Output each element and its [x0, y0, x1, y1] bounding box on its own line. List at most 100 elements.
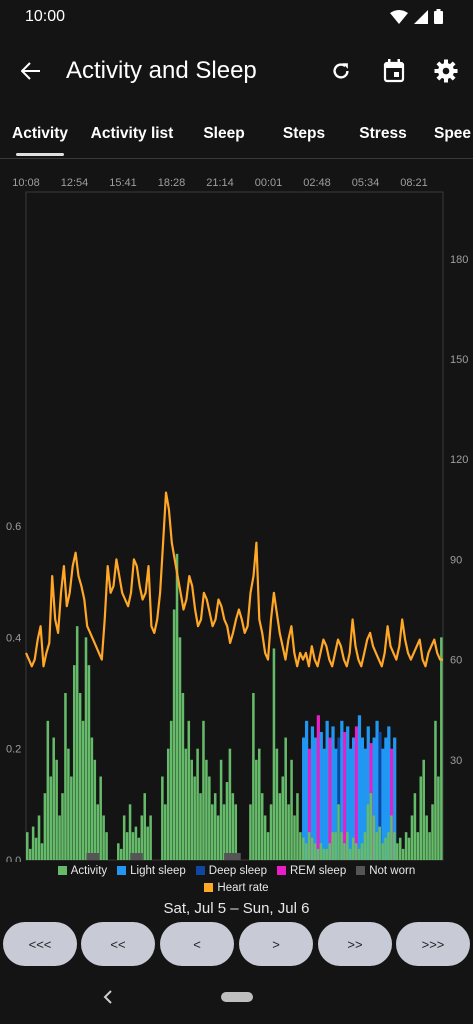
arrow-back-icon	[21, 62, 40, 80]
activity-sleep-chart[interactable]: 10:08 12:54 15:41 18:28 21:14 00:01 02:48 05:34…	[0, 170, 473, 900]
sleep-bar	[304, 720, 309, 860]
activity-bar	[337, 804, 340, 860]
activity-bar	[290, 759, 293, 860]
nav-next-button[interactable]: >	[239, 922, 313, 966]
activity-bar	[164, 804, 167, 860]
legend-label: Light sleep	[130, 864, 186, 877]
right-axis-tick-label: 60	[450, 655, 462, 667]
activity-bar	[31, 826, 35, 860]
tab-stress[interactable]: Stress	[359, 125, 407, 142]
activity-bar	[284, 737, 287, 860]
legend-label: Activity	[70, 864, 108, 877]
activity-bar	[61, 793, 64, 860]
activity-bar	[34, 837, 38, 860]
tab-speed[interactable]: Spee	[434, 125, 472, 142]
sleep-bar	[340, 720, 344, 860]
sleep-bar	[331, 726, 335, 860]
sleep-bar	[387, 726, 391, 860]
activity-bar	[96, 804, 100, 860]
activity-bar	[313, 843, 317, 860]
navigation-buttons: <<< << < > >> >>>	[0, 922, 473, 968]
activity-bar	[293, 815, 296, 860]
activity-bar	[346, 832, 349, 860]
activity-bar	[90, 737, 94, 860]
sleep-bar	[334, 748, 338, 860]
nav-last-button[interactable]: >>>	[396, 922, 470, 966]
sleep-bar	[325, 720, 329, 860]
calendar-icon	[383, 59, 405, 83]
nav-first-button[interactable]: <<<	[3, 922, 77, 966]
legend-item: Deep sleep	[195, 864, 267, 877]
activity-bar	[419, 776, 423, 860]
legend-item: Heart rate	[204, 881, 269, 894]
activity-bar	[70, 776, 73, 860]
activity-bar	[131, 832, 135, 860]
sleep-bar	[337, 737, 341, 860]
x-tick-label: 12:54	[61, 177, 89, 189]
legend-item: REM sleep	[276, 865, 346, 877]
activity-bar	[93, 759, 97, 860]
x-tick-label: 18:28	[158, 177, 186, 189]
tab-activity[interactable]: Activity	[12, 125, 68, 142]
nav-next-far-button[interactable]: >>	[318, 922, 392, 966]
activity-bar	[228, 748, 232, 860]
sleep-bar	[307, 748, 312, 860]
activity-bar	[87, 665, 91, 860]
not-worn-bar	[86, 853, 99, 860]
status-icons	[390, 9, 443, 24]
activity-bar	[46, 720, 50, 860]
x-tick-label: 02:48	[303, 177, 331, 189]
x-tick-label: 05:34	[352, 177, 380, 189]
activity-bar	[175, 553, 179, 860]
chart-legend: Activity Light sleep Deep sleep REM slee…	[0, 862, 473, 896]
legend-label: Deep sleep	[208, 864, 267, 877]
activity-bar	[169, 720, 173, 860]
refresh-button[interactable]	[326, 56, 356, 86]
legend-swatch	[276, 866, 286, 875]
activity-bar	[404, 832, 408, 860]
activity-bar	[249, 804, 252, 860]
system-back-icon[interactable]	[100, 988, 116, 1006]
calendar-button[interactable]	[379, 56, 409, 86]
back-button[interactable]	[16, 56, 46, 86]
sleep-bar	[328, 737, 332, 860]
activity-bar	[64, 693, 67, 860]
activity-bar	[381, 843, 384, 860]
activity-bar	[260, 793, 264, 860]
legend-item: Light sleep	[117, 865, 186, 877]
settings-button[interactable]	[431, 56, 461, 86]
activity-bar	[372, 815, 376, 860]
left-axis-tick-label: 0.2	[6, 744, 21, 756]
activity-bar	[319, 843, 323, 860]
activity-bar	[255, 759, 258, 860]
sleep-bar	[319, 731, 323, 860]
date-range-label: Sat, Jul 5 – Sun, Jul 6	[163, 900, 310, 917]
activity-bar	[161, 776, 164, 860]
sleep-bar	[349, 748, 353, 860]
nav-prev-far-button[interactable]: <<	[81, 922, 155, 966]
activity-bar	[37, 815, 41, 860]
activity-bar	[331, 832, 334, 860]
sleep-bar	[310, 726, 315, 860]
legend-label: Heart rate	[217, 881, 269, 894]
activity-bar	[328, 843, 332, 860]
activity-bar	[410, 815, 414, 860]
x-tick-label: 00:01	[255, 177, 283, 189]
tab-steps[interactable]: Steps	[282, 125, 326, 142]
activity-bar	[281, 776, 285, 860]
activity-bar	[396, 843, 399, 860]
activity-bar	[354, 843, 358, 860]
right-axis-tick-label: 150	[450, 354, 468, 366]
tab-activity-list[interactable]: Activity list	[90, 125, 174, 142]
activity-bar	[58, 815, 61, 860]
activity-bar	[225, 782, 229, 860]
activity-bar	[384, 837, 387, 860]
legend-label: Not worn	[369, 864, 416, 877]
tab-sleep[interactable]: Sleep	[203, 125, 245, 142]
home-gesture-pill[interactable]	[221, 992, 253, 1002]
activity-bar	[205, 759, 208, 860]
sleep-bar	[346, 726, 350, 860]
activity-bar	[84, 637, 88, 860]
nav-prev-button[interactable]: <	[160, 922, 234, 966]
activity-bar	[390, 815, 393, 860]
